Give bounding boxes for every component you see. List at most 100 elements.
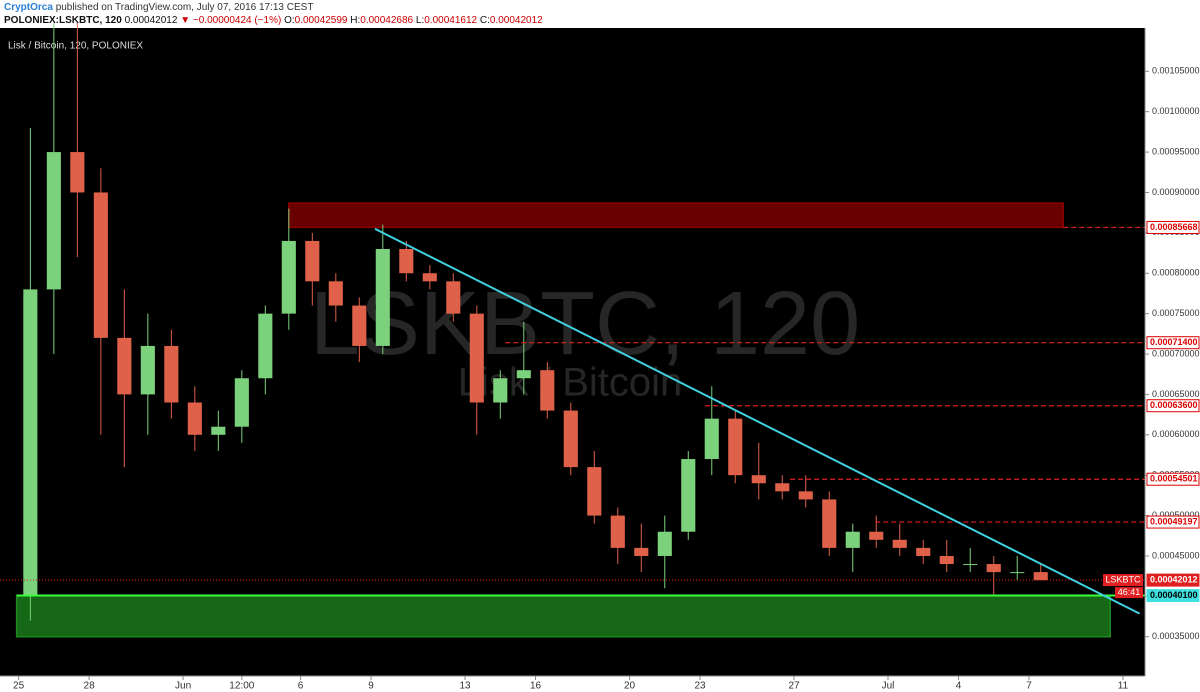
candle-body — [657, 531, 672, 556]
x-tick-label: 23 — [694, 681, 706, 692]
candle-body — [117, 337, 132, 395]
candle-body — [869, 531, 884, 540]
candle-body — [634, 547, 649, 556]
candle-body — [963, 564, 978, 566]
price-tag — [1146, 589, 1200, 603]
candle-body — [540, 370, 555, 411]
price-tag-label: 0.00071400 — [1150, 337, 1198, 347]
y-axis-area — [1145, 28, 1200, 676]
candle-body — [399, 249, 414, 274]
price-tag-label: 0.00054501 — [1150, 474, 1198, 484]
high: 0.00042686 — [360, 15, 413, 26]
x-tick-label: Jul — [882, 681, 895, 692]
x-tick-label: 6 — [298, 681, 304, 692]
candle-body — [422, 273, 437, 282]
price-tag — [1146, 472, 1200, 486]
candle-body — [469, 313, 484, 403]
candle-body — [822, 499, 837, 548]
candle-body — [610, 515, 625, 548]
candle-body — [728, 418, 743, 476]
candle-body — [93, 192, 108, 338]
candle-body — [704, 418, 719, 460]
candle-body — [939, 555, 954, 565]
x-tick-label: 12:00 — [229, 681, 254, 692]
candle-body — [681, 459, 696, 532]
price-tag — [1146, 515, 1200, 529]
candle-body — [775, 483, 790, 492]
zone — [288, 202, 1064, 229]
x-tick-label: 25 — [13, 681, 25, 692]
candle-body — [916, 547, 931, 556]
price-tag — [1146, 336, 1200, 350]
y-tick-label: 0.00060000 — [1152, 429, 1200, 439]
y-tick-label: 0.00045000 — [1152, 550, 1200, 560]
y-tick-label: 0.00090000 — [1152, 187, 1200, 197]
candle-body — [375, 249, 390, 346]
y-tick-label: 0.00050000 — [1152, 510, 1200, 520]
candle-body — [892, 539, 907, 548]
close: 0.00042012 — [490, 15, 543, 26]
candle-body — [563, 410, 578, 468]
candle-body — [446, 281, 461, 314]
candle-body — [587, 467, 602, 516]
label: L: — [416, 15, 424, 26]
candle-body — [70, 152, 85, 193]
candle-body — [516, 370, 531, 379]
price-tag-label: 0.00040100 — [1150, 590, 1198, 600]
candle-body — [798, 491, 813, 500]
x-tick-label: 9 — [368, 681, 374, 692]
x-tick-label: 4 — [956, 681, 962, 692]
author[interactable]: CryptOrca — [4, 2, 53, 13]
x-tick-label: Jun — [175, 681, 191, 692]
candle-body — [281, 240, 296, 314]
countdown: 46:41 — [1118, 587, 1141, 597]
y-tick-label: 0.00075000 — [1152, 308, 1200, 318]
candle-body — [1033, 572, 1048, 581]
candle-body — [305, 240, 320, 282]
plot-area — [0, 28, 1145, 676]
x-tick-label: 16 — [530, 681, 542, 692]
y-tick-label: 0.00105000 — [1152, 66, 1200, 76]
countdown-tag — [1115, 587, 1143, 599]
y-tick-label: 0.00035000 — [1152, 631, 1200, 641]
candle-body — [140, 345, 155, 395]
candle-body — [493, 378, 508, 403]
x-tick-label: 20 — [624, 681, 636, 692]
x-tick-label: 13 — [459, 681, 471, 692]
quote-line: POLONIEX:LSKBTC, 120 0.00042012 ▼ −0.000… — [4, 15, 543, 26]
x-axis-area — [0, 676, 1200, 692]
candle-body — [328, 281, 343, 306]
label: O: — [284, 15, 295, 26]
y-tick-label: 0.00070000 — [1152, 348, 1200, 358]
label: H: — [350, 15, 360, 26]
symbol-tag — [1103, 574, 1143, 587]
candle-body — [258, 313, 273, 379]
open: 0.00042599 — [295, 15, 348, 26]
trendline — [374, 227, 1141, 615]
candle-body — [751, 475, 766, 484]
arrow: ▼ — [180, 15, 190, 26]
candle-body — [234, 378, 249, 427]
low: 0.00041612 — [424, 15, 477, 26]
y-tick-label: 0.00065000 — [1152, 389, 1200, 399]
published: published on TradingView.com, July 07, 2… — [56, 2, 314, 13]
y-tick-label: 0.00100000 — [1152, 106, 1200, 116]
symbol: POLONIEX:LSKBTC, 120 — [4, 15, 122, 26]
symbol-tag-label: LSKBTC — [1105, 574, 1141, 584]
candle-body — [352, 305, 367, 346]
candle-body — [1010, 572, 1025, 574]
x-tick-label: 7 — [1026, 681, 1032, 692]
price-tag — [1146, 399, 1200, 413]
price-tag-label: 0.00063600 — [1150, 400, 1198, 410]
price-tag-label: 0.00085668 — [1150, 222, 1198, 232]
candle-body — [187, 402, 202, 435]
price-tag — [1146, 573, 1200, 587]
y-tick-label: 0.00095000 — [1152, 146, 1200, 156]
candle-body — [986, 564, 1001, 573]
y-tick-label: 0.00080000 — [1152, 268, 1200, 278]
watermark: LSKBTC, 120 — [310, 274, 860, 374]
price-tag-label: 0.00049197 — [1150, 516, 1198, 526]
candle-body — [164, 345, 179, 403]
